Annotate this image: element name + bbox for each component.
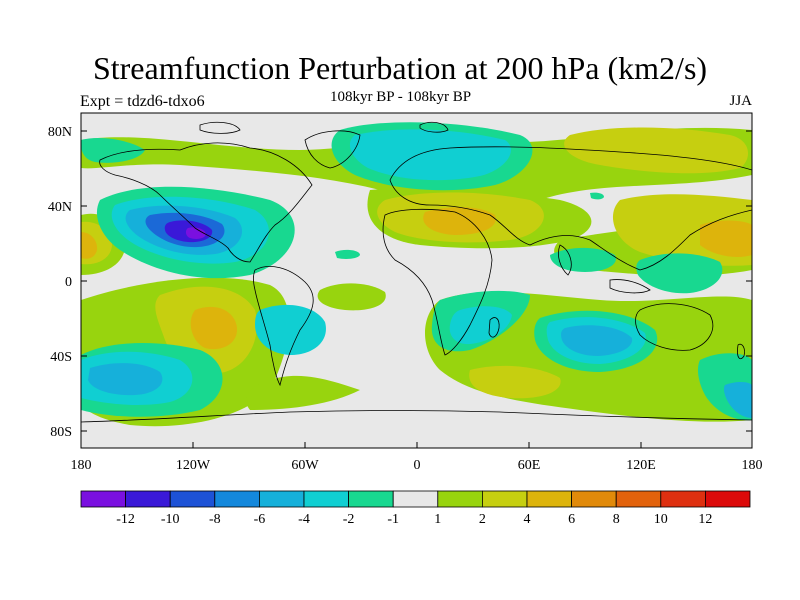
lon-ticks — [80, 442, 753, 448]
contour-negative-2 — [81, 138, 145, 163]
lon-label-60w: 60W — [291, 458, 319, 473]
contour-negative-6 — [88, 363, 163, 396]
colorbar-label: -1 — [387, 512, 399, 527]
colorbar-swatch — [214, 490, 260, 508]
colorbar-label: -2 — [343, 512, 355, 527]
colorbar-label: 12 — [698, 512, 712, 527]
experiment-label: Expt = tdzd6-tdxo6 — [80, 93, 205, 110]
coastlines — [81, 121, 752, 423]
lon-label-120e: 120E — [626, 458, 656, 473]
colorbar: -12 -10 -8 -6 -4 -2 -1 1 2 4 6 8 10 12 — [80, 490, 751, 527]
colorbar-swatch — [526, 490, 572, 508]
map-subtitle: 108kyr BP - 108kyr BP — [330, 89, 472, 105]
contour-negative-4 — [349, 129, 511, 181]
lon-label-120w: 120W — [176, 458, 211, 473]
lon-label-180e: 180 — [742, 458, 763, 473]
colorbar-swatch — [660, 490, 706, 508]
contour-negative-2 — [590, 192, 604, 200]
colorbar-label: -12 — [116, 512, 135, 527]
contour-positive-6 — [81, 232, 98, 259]
contour-positive-6 — [190, 306, 238, 350]
lat-label-80n: 80N — [48, 125, 72, 140]
contour-positive-band — [246, 375, 360, 410]
colorbar-label: 10 — [654, 512, 668, 527]
contour-negative-2 — [335, 249, 360, 259]
contour-positive-4 — [469, 365, 561, 399]
contour-fields — [81, 122, 752, 427]
colorbar-swatch — [437, 490, 483, 508]
colorbar-swatch — [571, 490, 617, 508]
colorbar-label: -4 — [298, 512, 310, 527]
map-title: Streamfunction Perturbation at 200 hPa (… — [92, 50, 708, 86]
colorbar-label: 2 — [479, 512, 486, 527]
contour-negative-2 — [636, 253, 723, 294]
contour-negative-4 — [723, 382, 752, 418]
colorbar-label: 6 — [568, 512, 575, 527]
colorbar-swatch — [169, 490, 216, 508]
lat-label-40s: 40S — [50, 350, 72, 365]
contour-negative-2 — [550, 247, 616, 272]
lat-label-0: 0 — [65, 275, 72, 290]
colorbar-label: -10 — [161, 512, 180, 527]
lon-label-180w: 180 — [71, 458, 92, 473]
colorbar-swatch — [392, 490, 439, 508]
colorbar-swatch — [125, 490, 171, 508]
colorbar-swatch — [348, 490, 394, 508]
lon-label-0: 0 — [414, 458, 421, 473]
lat-label-40n: 40N — [48, 200, 72, 215]
colorbar-label: 4 — [524, 512, 531, 527]
colorbar-swatch — [705, 490, 751, 508]
season-label: JJA — [729, 93, 752, 109]
lon-label-60e: 60E — [518, 458, 541, 473]
contour-positive-band — [317, 283, 386, 311]
lat-ticks — [81, 130, 752, 432]
colorbar-label: 1 — [434, 512, 441, 527]
colorbar-swatch — [303, 490, 349, 508]
colorbar-swatch — [80, 490, 126, 508]
colorbar-swatch — [481, 490, 528, 508]
contour-negative-6 — [561, 325, 633, 356]
lat-label-80s: 80S — [50, 425, 72, 440]
colorbar-swatch — [258, 490, 305, 508]
colorbar-swatch — [615, 490, 662, 508]
contour-positive-4 — [564, 127, 749, 174]
contour-negative-12 — [185, 227, 206, 239]
colorbar-label: 8 — [613, 512, 620, 527]
colorbar-label: -8 — [209, 512, 221, 527]
contour-positive-6 — [700, 220, 752, 257]
colorbar-label: -6 — [254, 512, 266, 527]
